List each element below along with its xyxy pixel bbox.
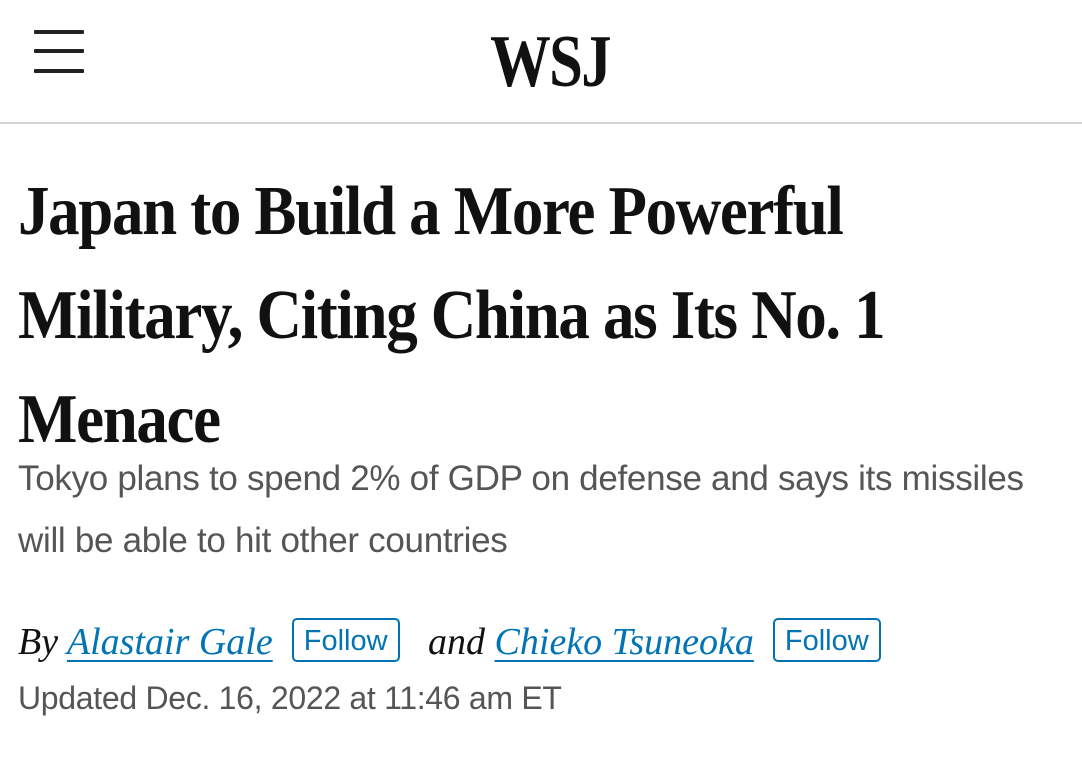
menu-line <box>34 30 84 34</box>
menu-line <box>34 49 84 53</box>
follow-button-chieko-tsuneoka[interactable]: Follow <box>772 618 881 663</box>
hamburger-menu-icon[interactable] <box>34 30 86 76</box>
author-link-chieko-tsuneoka[interactable]: Chieko Tsuneoka <box>494 621 754 663</box>
byline: By Alastair Gale Follow and Chieko Tsune… <box>18 612 1078 672</box>
updated-timestamp: Updated Dec. 16, 2022 at 11:46 am ET <box>18 680 562 716</box>
wsj-logo[interactable]: WSJ <box>490 21 611 103</box>
author-link-alastair-gale[interactable]: Alastair Gale <box>66 621 273 663</box>
byline-prefix: By <box>18 621 59 663</box>
article-dek: Tokyo plans to spend 2% of GDP on defens… <box>18 459 1024 560</box>
byline-conjunction: and <box>428 621 486 663</box>
article-headline: Japan to Build a More Powerful Military,… <box>18 173 886 458</box>
top-nav-bar: WSJ <box>0 0 1082 124</box>
menu-line <box>34 69 84 73</box>
follow-button-alastair-gale[interactable]: Follow <box>291 618 400 663</box>
